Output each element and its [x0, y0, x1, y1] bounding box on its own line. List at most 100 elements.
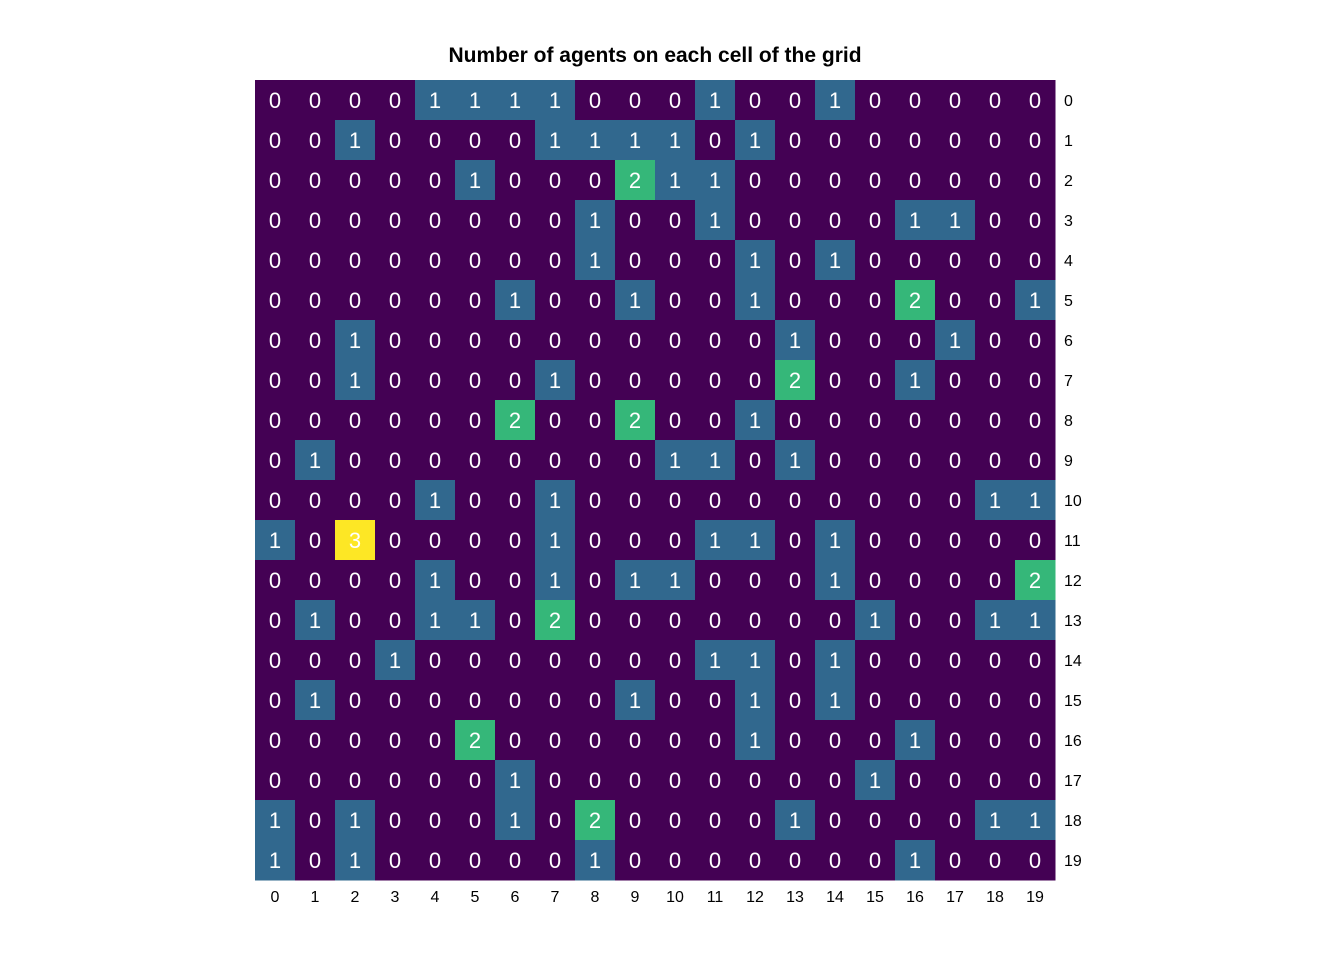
heatmap-cell	[495, 520, 536, 561]
cell-value-label: 0	[629, 608, 641, 633]
y-tick-label: 4	[1064, 253, 1073, 270]
heatmap-cell	[735, 400, 776, 441]
heatmap-cell	[535, 280, 576, 321]
heatmap-cell	[815, 720, 856, 761]
heatmap-cell	[455, 520, 496, 561]
cell-value-label: 0	[349, 248, 361, 273]
heatmap-cell	[935, 440, 976, 481]
cell-value-label: 0	[989, 768, 1001, 793]
heatmap-cell	[735, 800, 776, 841]
heatmap-cell	[455, 200, 496, 241]
cell-value-label: 0	[1029, 648, 1041, 673]
heatmap-cell	[895, 400, 936, 441]
cell-value-label: 0	[949, 688, 961, 713]
cell-value-label: 0	[949, 528, 961, 553]
heatmap-cell	[255, 600, 296, 641]
heatmap-cell	[375, 480, 416, 521]
heatmap-cell	[295, 520, 336, 561]
heatmap-cell	[935, 840, 976, 881]
heatmap-cell	[935, 640, 976, 681]
heatmap-cell	[975, 720, 1016, 761]
heatmap-cell	[975, 280, 1016, 321]
cell-value-label: 0	[789, 608, 801, 633]
cell-value-label: 0	[869, 368, 881, 393]
heatmap-cell	[295, 360, 336, 401]
heatmap-cell	[655, 720, 696, 761]
heatmap-cell	[375, 640, 416, 681]
heatmap-cell	[855, 400, 896, 441]
heatmap-cell	[535, 440, 576, 481]
heatmap-cell	[855, 160, 896, 201]
cell-value-label: 0	[989, 528, 1001, 553]
x-tick-label: 9	[631, 889, 640, 906]
heatmap-cell	[895, 840, 936, 881]
cell-value-label: 1	[749, 248, 761, 273]
cell-value-label: 1	[509, 288, 521, 313]
heatmap-cell	[935, 280, 976, 321]
cell-value-label: 0	[349, 448, 361, 473]
heatmap-cell	[375, 440, 416, 481]
cell-value-label: 0	[309, 248, 321, 273]
heatmap-cell	[335, 760, 376, 801]
heatmap-cell	[615, 520, 656, 561]
heatmap-cell	[495, 600, 536, 641]
cell-value-label: 0	[349, 728, 361, 753]
cell-value-label: 0	[749, 328, 761, 353]
heatmap-cell	[375, 160, 416, 201]
cell-value-label: 0	[389, 528, 401, 553]
heatmap-cell	[775, 160, 816, 201]
heatmap-cell	[495, 840, 536, 881]
cell-value-label: 1	[789, 808, 801, 833]
cell-value-label: 1	[429, 88, 441, 113]
cell-value-label: 0	[789, 728, 801, 753]
cell-value-label: 0	[309, 568, 321, 593]
heatmap-cell	[655, 760, 696, 801]
cell-value-label: 0	[869, 808, 881, 833]
cell-value-label: 0	[1029, 168, 1041, 193]
cell-value-label: 0	[629, 648, 641, 673]
cell-value-label: 0	[949, 848, 961, 873]
cell-value-label: 1	[829, 568, 841, 593]
x-tick-label: 10	[666, 889, 684, 906]
heatmap-cell	[255, 760, 296, 801]
heatmap-cell	[815, 520, 856, 561]
cell-value-label: 0	[389, 688, 401, 713]
cell-value-label: 0	[909, 328, 921, 353]
cell-value-label: 0	[389, 848, 401, 873]
heatmap-cell	[735, 440, 776, 481]
cell-value-label: 0	[309, 168, 321, 193]
cell-value-label: 0	[469, 808, 481, 833]
cell-value-label: 1	[509, 808, 521, 833]
heatmap-cell	[455, 800, 496, 841]
cell-value-label: 0	[429, 208, 441, 233]
cell-value-label: 0	[909, 608, 921, 633]
heatmap-cell	[255, 320, 296, 361]
heatmap-cell	[775, 720, 816, 761]
cell-value-label: 1	[269, 848, 281, 873]
heatmap-cell	[575, 400, 616, 441]
cell-value-label: 0	[829, 768, 841, 793]
cell-value-label: 0	[629, 728, 641, 753]
x-tick-label: 1	[311, 889, 320, 906]
cell-value-label: 0	[429, 768, 441, 793]
heatmap-cell	[655, 160, 696, 201]
cell-value-label: 1	[669, 448, 681, 473]
heatmap-cell	[455, 80, 496, 121]
cell-value-label: 1	[829, 88, 841, 113]
heatmap-cell	[575, 840, 616, 881]
cell-value-label: 1	[909, 368, 921, 393]
heatmap-cell	[495, 400, 536, 441]
cell-value-label: 0	[949, 248, 961, 273]
heatmap-cell	[535, 240, 576, 281]
heatmap-cell	[655, 520, 696, 561]
heatmap-cell	[495, 240, 536, 281]
heatmap-cell	[695, 600, 736, 641]
heatmap-cell	[775, 240, 816, 281]
cell-value-label: 0	[269, 408, 281, 433]
cell-value-label: 0	[469, 688, 481, 713]
heatmap-cell	[855, 560, 896, 601]
heatmap-cell	[335, 800, 376, 841]
heatmap-cell	[615, 360, 656, 401]
cell-value-label: 0	[829, 168, 841, 193]
heatmap-cell	[415, 440, 456, 481]
